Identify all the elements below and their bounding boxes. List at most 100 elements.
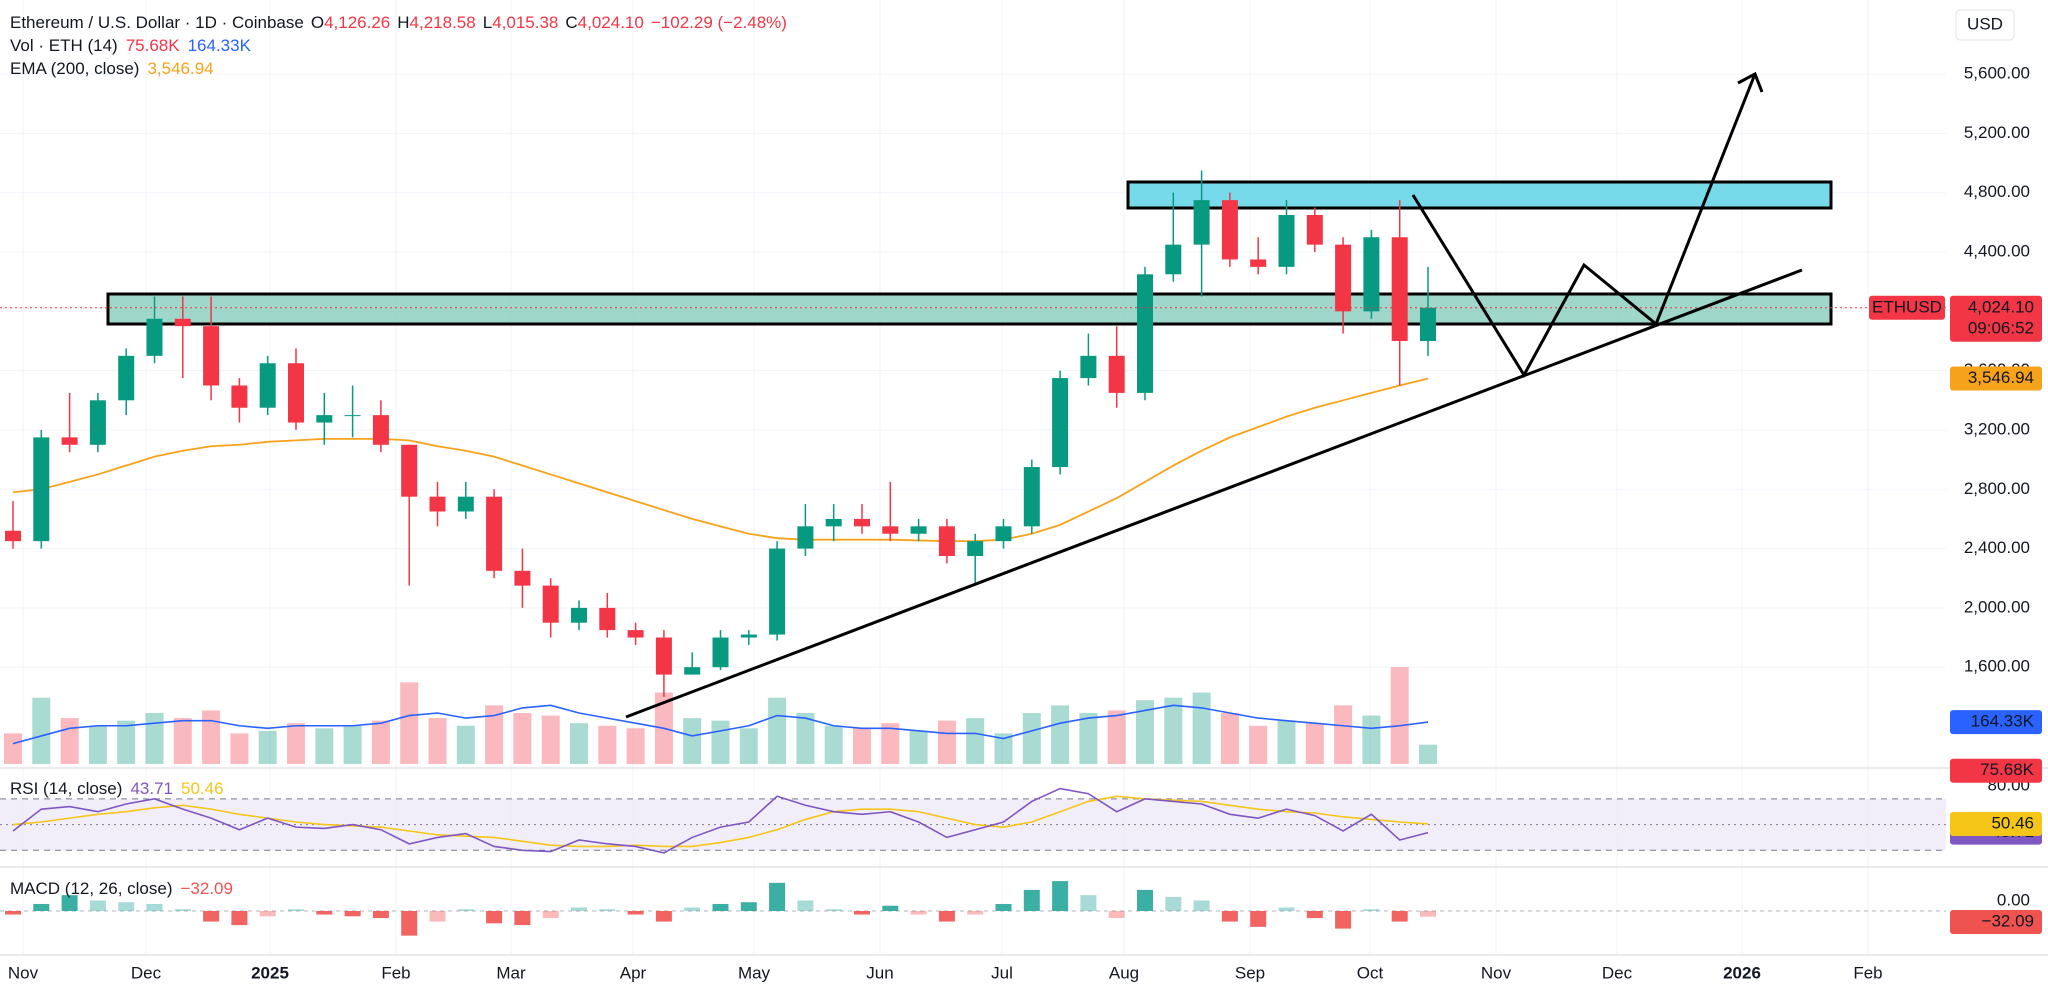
candle-body — [854, 518, 870, 527]
legend-item: MACD (12, 26, close) — [10, 879, 173, 898]
candle-body — [5, 530, 21, 542]
price-tag — [1950, 811, 2042, 836]
x-tick-label: Feb — [1853, 963, 1882, 982]
candle-body — [344, 415, 361, 417]
price-tag-label: 50.46 — [1991, 813, 2034, 832]
legend-item: −32.09 — [181, 879, 233, 898]
macd-bar — [1278, 907, 1295, 911]
volume-bar — [1419, 744, 1437, 764]
macd-bar — [797, 900, 814, 911]
volume-bar — [768, 697, 787, 764]
volume-bar — [1249, 725, 1268, 764]
symbol-tag — [1869, 295, 1945, 320]
volume-bar — [824, 725, 843, 764]
macd-bar — [316, 911, 333, 915]
candle-body — [118, 355, 135, 401]
macd-bar — [1108, 911, 1125, 919]
volume-bar — [173, 718, 192, 764]
projection-path — [1411, 73, 1757, 378]
volume-bar — [60, 718, 79, 764]
macd-bar — [288, 909, 304, 911]
volume-bar — [937, 720, 956, 764]
macd-bar — [231, 911, 248, 926]
y-tick-label: 2,800.00 — [1964, 479, 2030, 498]
legend-item: H — [397, 13, 409, 32]
macd-bar — [1335, 911, 1352, 929]
legend-item: −102.29 (−2.48%) — [651, 13, 787, 32]
legend-item: 164.33K — [188, 36, 252, 55]
candle-body — [1137, 274, 1153, 393]
candle-body — [1420, 307, 1436, 342]
last-price-tag — [1950, 295, 2042, 342]
x-tick-label: Sep — [1235, 963, 1265, 982]
candle-body — [457, 496, 474, 512]
macd-bar — [655, 911, 672, 922]
candle-body — [910, 526, 927, 534]
candle-body — [571, 607, 587, 623]
volume-bar — [711, 720, 730, 764]
macd-bar — [854, 911, 870, 915]
x-tick-label: Nov — [8, 963, 39, 982]
volume-bar — [230, 733, 249, 764]
macd-bar — [740, 902, 757, 911]
candle-body — [174, 318, 191, 327]
candle-body — [655, 637, 672, 675]
y-tick-label: 1,600.00 — [1964, 657, 2030, 676]
macd-bar — [1391, 911, 1408, 922]
x-tick-label: Feb — [381, 963, 410, 982]
macd-bar — [1420, 911, 1436, 917]
y-tick-label: 2,400.00 — [1964, 538, 2030, 557]
volume-bar — [1051, 705, 1070, 764]
volume-bar — [739, 728, 758, 764]
candle-body — [89, 400, 106, 445]
volume-bar — [1164, 697, 1183, 764]
macd-bar — [967, 911, 984, 915]
legend-item: 75.68K — [126, 36, 181, 55]
macd-bar — [1306, 911, 1323, 919]
candle-body — [882, 526, 899, 534]
axes: 1,600.00 2,000.00 2,400.00 2,800.00 3,200.00… — [0, 64, 2048, 982]
candle-body — [486, 496, 503, 571]
volume-bar — [626, 728, 645, 764]
candle-body — [61, 437, 78, 445]
volume-bar — [1022, 713, 1041, 764]
countdown-label: 09:06:52 — [1968, 318, 2034, 337]
macd-bar — [882, 905, 899, 911]
volume-bar — [258, 730, 277, 764]
x-tick-label: 2026 — [1723, 963, 1761, 982]
candle-body — [1193, 200, 1210, 245]
macd-bar — [486, 911, 503, 924]
y-tick-label: 5,600.00 — [1964, 64, 2030, 83]
candle-body — [995, 526, 1012, 542]
x-tick-label: Mar — [496, 963, 526, 982]
macd-bar — [1165, 896, 1182, 911]
candle-body — [1080, 355, 1097, 379]
candle-body — [259, 363, 276, 408]
candle-body — [1052, 378, 1069, 468]
volume-bar — [1334, 705, 1353, 764]
macd-bar — [825, 909, 842, 911]
macd-bar — [5, 911, 21, 915]
volume-bar — [287, 723, 305, 764]
candle-body — [1278, 214, 1295, 267]
candle-body — [1363, 237, 1380, 312]
legend-line: Vol · ETH (14) 75.68K 164.33K — [10, 36, 252, 55]
legend-item: EMA (200, close) — [10, 59, 139, 78]
x-tick-label: Dec — [1602, 963, 1633, 982]
ema-line — [12, 377, 1429, 543]
macd-bar — [1363, 909, 1380, 911]
macd-bar — [401, 911, 418, 936]
candle-body — [401, 444, 418, 497]
currency-box — [1955, 9, 2015, 41]
x-tick-label: Jul — [991, 963, 1013, 982]
macd-bar — [910, 911, 927, 915]
volume-bar — [994, 733, 1013, 764]
macd-bar — [457, 909, 474, 911]
legend-item: 4,015.38 — [492, 13, 558, 32]
volume-ma-line — [12, 704, 1429, 745]
candle-body — [1335, 244, 1352, 312]
volume-bar — [117, 720, 136, 764]
legend-line: EMA (200, close) 3,546.94 — [10, 59, 214, 78]
candle-body — [769, 548, 786, 635]
